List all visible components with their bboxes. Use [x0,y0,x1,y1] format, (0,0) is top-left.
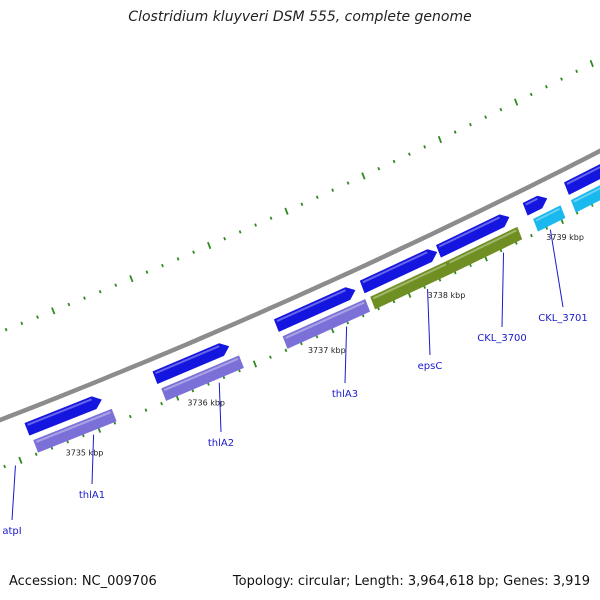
forward-cds-arrow [152,343,230,385]
outer-scale-tick [346,181,350,185]
outer-scale-tick [129,275,134,283]
cds-highlight [525,197,538,206]
outer-scale-tick [300,202,304,206]
cds-highlight [573,187,600,203]
inner-scale-tick [128,414,132,419]
outer-scale-tick [51,307,56,315]
cds-highlight [449,229,517,264]
cds-highlight [285,301,365,339]
inner-scale-tick [530,233,533,238]
gene-label-thla3: thlA3 [332,389,358,400]
forward-cds-arrow [435,214,510,258]
outer-scale-tick [176,257,180,261]
cds-highlight [163,357,239,392]
forward-cds-arrow [563,164,600,195]
gene-leader-line [11,465,16,521]
inner-scale-tick [34,452,38,456]
gene-leader-line [549,229,564,308]
inner-scale-tick [269,355,272,359]
outer-scale-tick [499,107,503,112]
cds-highlight [566,166,600,185]
cds-highlight [535,207,560,222]
cds-highlight [276,289,346,322]
outer-scale-tick [484,115,488,119]
outer-scale-tick [36,315,39,319]
outer-scale-tick [529,92,533,97]
map-title: Clostridium kluyveri DSM 555, complete g… [128,9,472,25]
outer-scale-tick [423,145,427,149]
kbp-scale-label: 3739 kbp [546,233,584,242]
reverse-cds-block [33,408,117,453]
outer-scale-tick [67,302,71,307]
outer-scale-tick [192,250,195,254]
kbp-scale-label: 3735 kbp [66,449,104,458]
outer-scale-tick [377,166,381,171]
cds-highlight [438,216,501,248]
gene-label-epsc: epsC [418,361,443,372]
outer-scale-tick [469,122,472,127]
outer-scale-tick [238,230,242,234]
kbp-scale-label: 3738 kbp [428,291,466,300]
inner-scale-tick [18,456,23,464]
inner-scale-tick [144,408,148,412]
outer-scale-tick [408,152,411,156]
gene-label-ckl_3701: CKL_3701 [538,313,588,324]
gene-leader-line [91,434,95,485]
outer-scale-tick [254,223,257,227]
outer-scale-tick [361,172,366,180]
gene-leader-line [344,326,348,384]
forward-cds-arrow [273,287,356,332]
cds-highlight [27,398,93,426]
outer-scale-tick [331,188,335,192]
accession-text: Accession: NC_009706 [9,574,157,589]
outer-scale-tick [575,69,579,74]
inner-scale-tick [252,360,258,368]
cds-highlight [362,251,428,284]
outer-scale-tick [161,263,164,268]
outer-scale-tick [284,207,289,215]
cds-highlight [372,263,447,300]
outer-scale-tick [269,216,273,220]
outer-scale-tick [545,85,548,89]
outer-scale-tick [20,321,24,326]
genome-summary-text: Topology: circular; Length: 3,964,618 bp… [232,574,590,589]
outer-scale-tick [207,241,212,250]
gene-leader-line [427,289,431,356]
outer-scale-tick [437,135,443,144]
forward-cds-arrow [359,249,438,294]
gene-leader-line [218,382,222,433]
forward-cds-arrow [522,195,548,216]
kbp-scale-label: 3737 kbp [308,346,346,355]
outer-scale-tick [513,98,519,106]
outer-scale-tick [83,296,86,300]
gene-label-thla2: thlA2 [208,438,234,449]
outer-scale-tick [4,327,8,332]
forward-cds-arrow [24,396,102,436]
gene-label-ckl_3700: CKL_3700 [477,333,527,344]
gene-leader-line [501,252,505,328]
outer-scale-tick [114,283,118,287]
outer-scale-tick [453,130,457,134]
outer-scale-tick [145,270,149,274]
inner-scale-tick [3,464,7,469]
inner-scale-tick [284,348,288,353]
backbone-line [0,148,600,423]
cds-highlight [155,345,220,375]
outer-scale-tick [560,77,563,81]
gene-label-atpi: atpI [2,526,21,537]
cds-highlight [35,411,111,443]
outer-scale-tick [98,289,102,294]
kbp-scale-label: 3736 kbp [187,399,225,408]
gene-label-thla1: thlA1 [79,490,105,501]
reverse-cds-block [282,299,371,349]
inner-scale-tick [160,401,163,406]
reverse-cds-block [533,205,566,232]
outer-scale-tick [392,159,396,164]
reverse-cds-block [161,355,244,401]
outer-scale-tick [315,195,319,199]
outer-scale-tick [223,236,227,241]
outer-scale-tick [589,59,594,68]
reverse-cds-block [446,226,523,274]
